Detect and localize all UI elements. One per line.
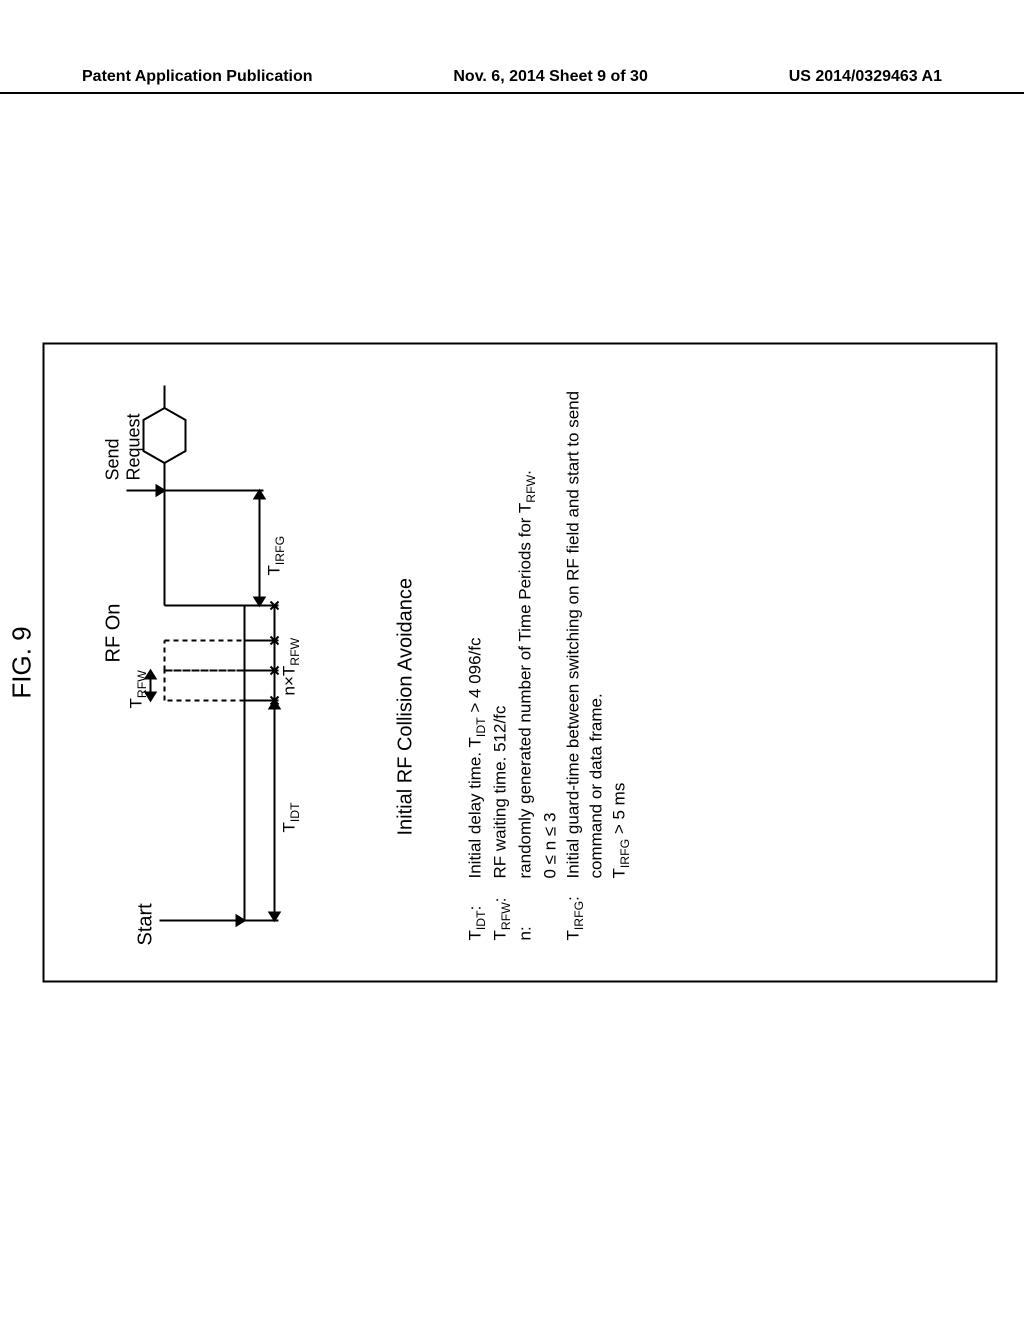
header-left: Patent Application Publication bbox=[82, 68, 313, 86]
legend-row: TIRFG:Initial guard-time between switchi… bbox=[562, 345, 608, 941]
figure-caption: Initial RF Collision Avoidance bbox=[395, 578, 418, 836]
figure-title: FIG. 9 bbox=[7, 626, 38, 698]
tirfg-dim-label: TIRFG bbox=[265, 536, 287, 576]
legend-value: randomly generated number of Time Period… bbox=[514, 470, 539, 878]
legend-value: 0 ≤ n ≤ 3 bbox=[539, 813, 562, 879]
legend-key bbox=[608, 879, 633, 941]
legend: TIDT:Initial delay time. TIDT > 4 096/fc… bbox=[465, 345, 633, 941]
legend-row: TIRFG > 5 ms bbox=[608, 345, 633, 941]
legend-value: Initial delay time. TIDT > 4 096/fc bbox=[465, 637, 490, 878]
legend-value: RF waiting time. 512/fc bbox=[489, 706, 514, 879]
legend-row: n:randomly generated number of Time Peri… bbox=[514, 345, 539, 941]
tidt-dim-label: TIDT bbox=[280, 802, 302, 832]
ntrfw-dim-label: n×TRFW bbox=[280, 638, 302, 696]
timing-diagram: Start RF On Send Request TRFW TIDT n×TRF… bbox=[105, 385, 365, 941]
legend-key: TIDT: bbox=[465, 879, 490, 941]
legend-key: TIRFG: bbox=[562, 879, 608, 941]
legend-value: TIRFG > 5 ms bbox=[608, 783, 633, 879]
legend-key: TRFW: bbox=[489, 879, 514, 941]
page-header: Patent Application Publication Nov. 6, 2… bbox=[0, 68, 1024, 94]
timing-svg bbox=[105, 381, 365, 941]
legend-value: Initial guard-time between switching on … bbox=[562, 345, 608, 879]
legend-key: n: bbox=[514, 879, 539, 941]
figure-box: FIG. 9 Start RF On Send Request TRFW TID… bbox=[43, 343, 998, 983]
header-center: Nov. 6, 2014 Sheet 9 of 30 bbox=[453, 68, 647, 86]
header-right: US 2014/0329463 A1 bbox=[789, 68, 942, 86]
legend-key bbox=[539, 879, 562, 941]
legend-row: TIDT:Initial delay time. TIDT > 4 096/fc bbox=[465, 345, 490, 941]
legend-row: TRFW:RF waiting time. 512/fc bbox=[489, 345, 514, 941]
legend-row: 0 ≤ n ≤ 3 bbox=[539, 345, 562, 941]
